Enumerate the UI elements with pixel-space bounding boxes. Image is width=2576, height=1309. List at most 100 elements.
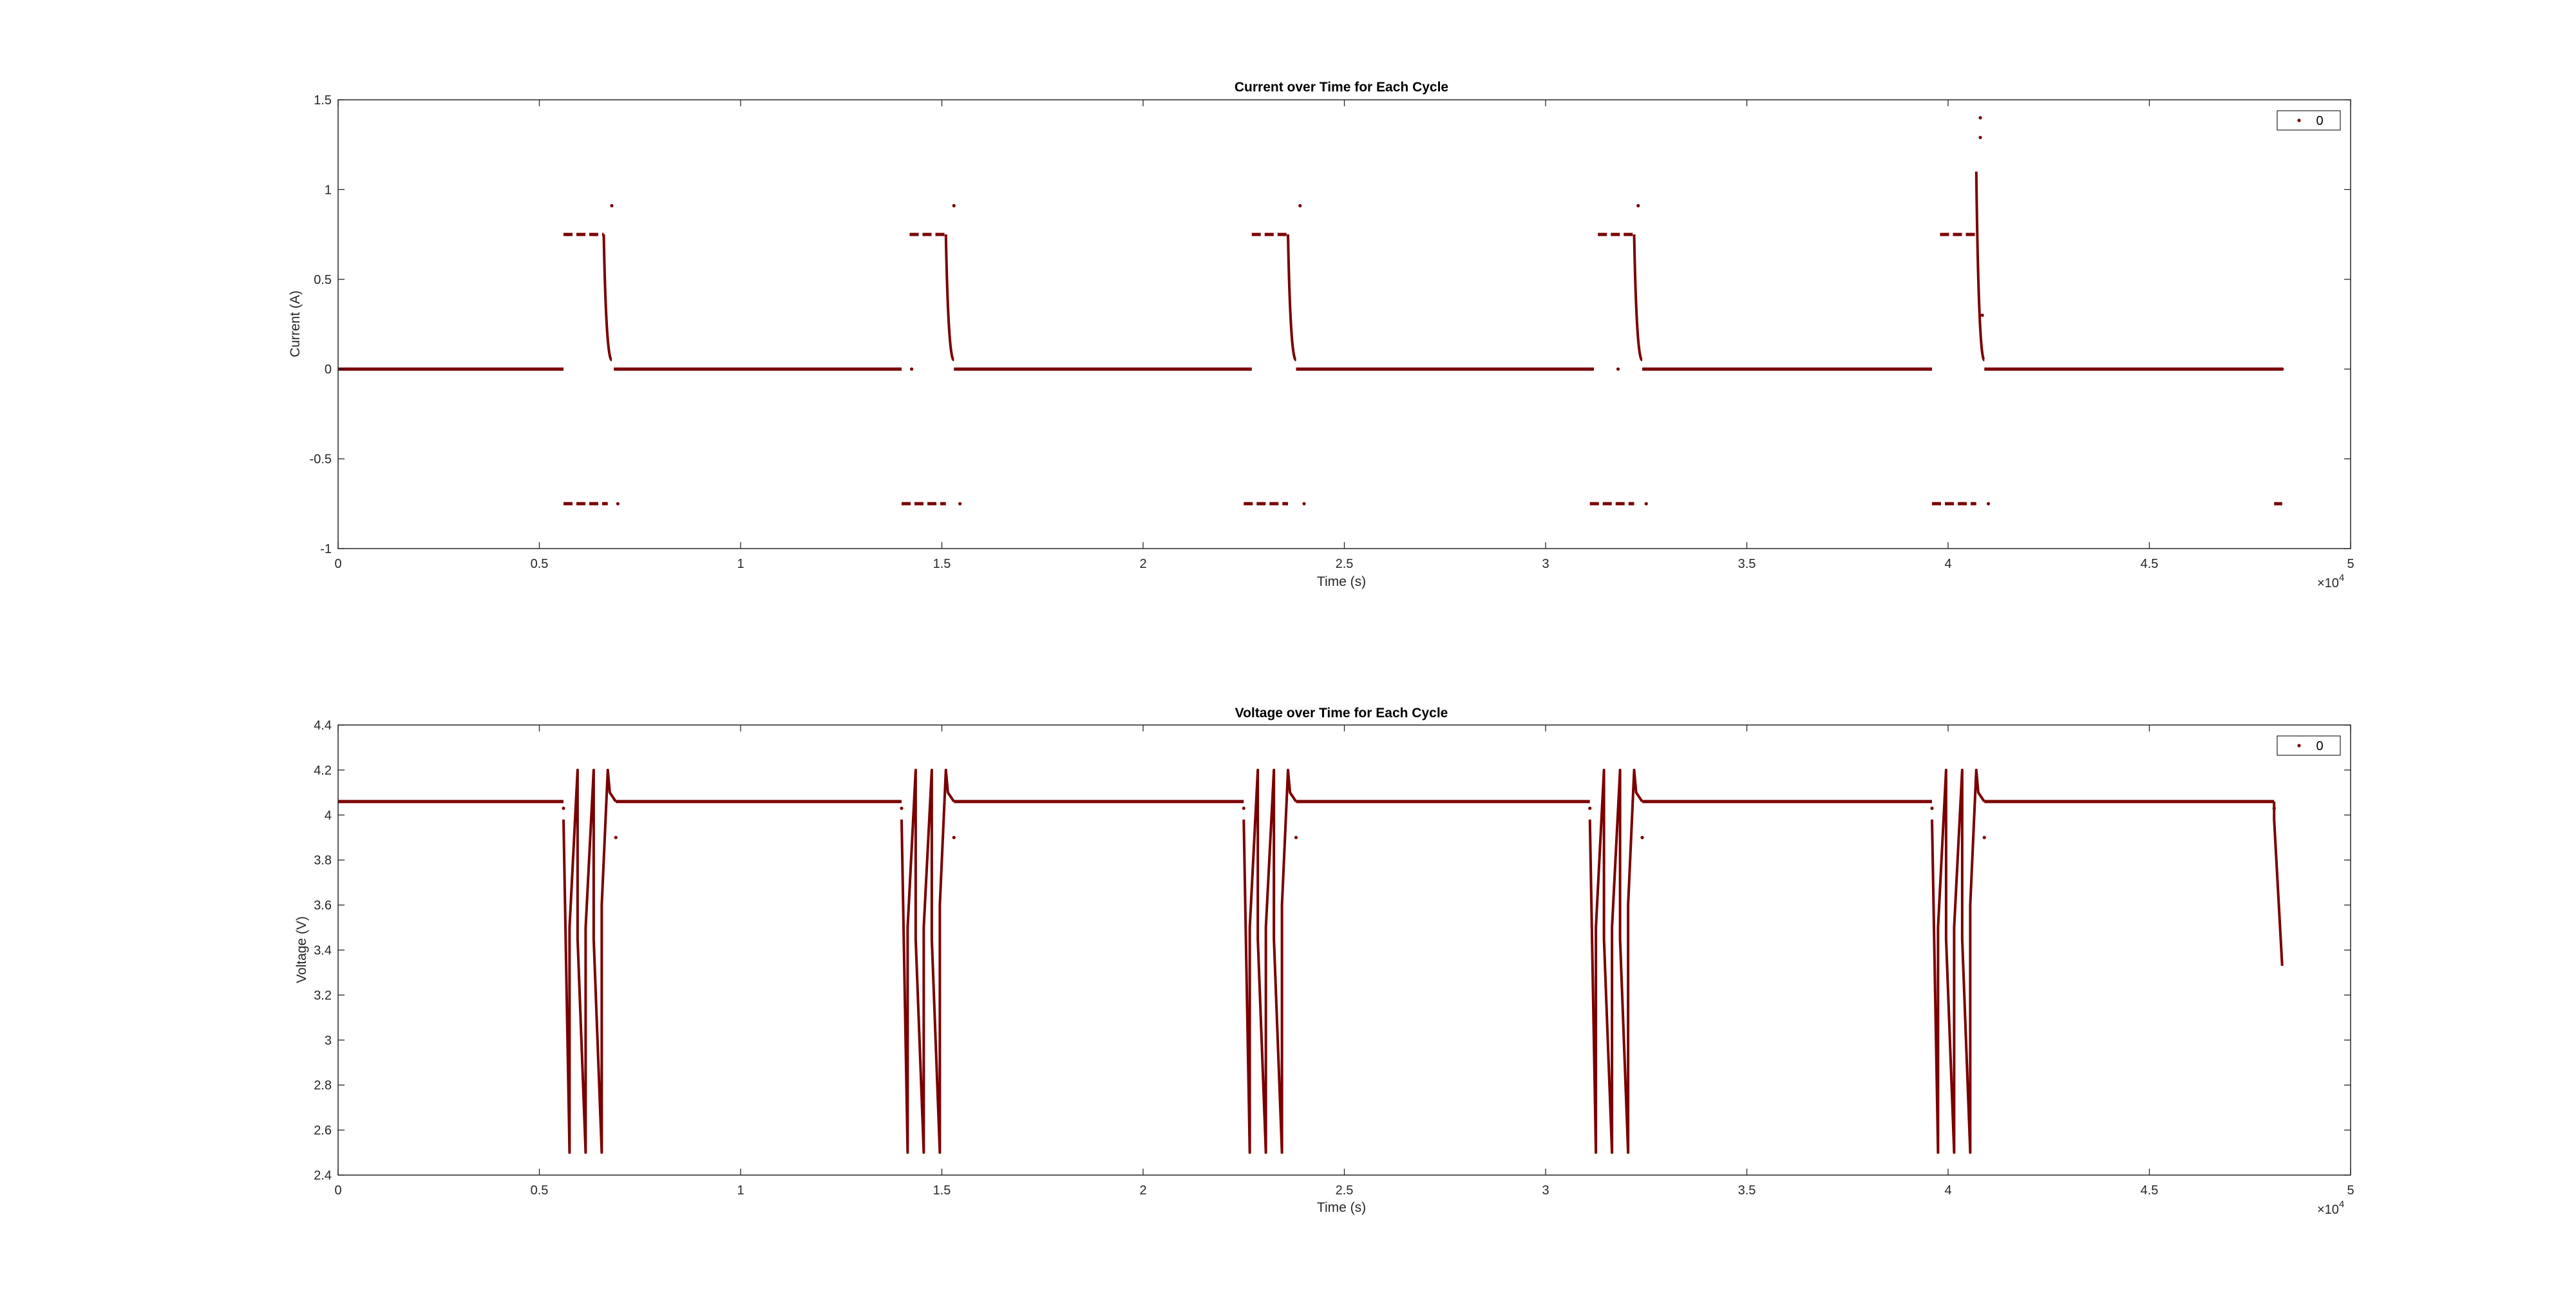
y-axis-label: Voltage (V) — [294, 916, 309, 983]
y-tick-label: 2.6 — [314, 1124, 332, 1138]
y-tick-label: -0.5 — [310, 453, 332, 467]
x-tick-label: 2 — [1139, 557, 1146, 571]
x-tick-label: 0.5 — [531, 1183, 549, 1198]
data-point — [614, 836, 618, 840]
x-exponent-label: ×104 — [2317, 572, 2344, 590]
x-tick-label: 2 — [1139, 1183, 1146, 1198]
y-tick-label: 2.4 — [314, 1169, 332, 1183]
data-point — [952, 203, 956, 208]
current-decay-curve — [1975, 171, 1985, 362]
y-tick-label: 3.6 — [314, 899, 332, 913]
legend-box — [2277, 735, 2341, 756]
x-tick-label: 5 — [2347, 1183, 2354, 1198]
current-decay-curve — [602, 234, 613, 362]
data-point — [2272, 806, 2276, 810]
data-point — [1978, 116, 1982, 120]
data-point — [1982, 836, 1986, 840]
data-point — [958, 502, 962, 505]
y-tick-label: 4 — [325, 809, 332, 823]
current-chart: Current over Time for Each Cycle 0 0.5 1 1.… — [288, 80, 2354, 590]
y-tick-label: 1 — [325, 183, 332, 197]
x-tick-label: 4.5 — [2141, 557, 2159, 571]
x-tick-label: 4 — [1944, 557, 1951, 571]
data-point — [562, 806, 565, 810]
data-point — [610, 203, 614, 208]
data-point — [1978, 135, 1982, 140]
x-exponent-base: ×10 — [2317, 576, 2339, 590]
x-tick-label: 0 — [334, 1183, 341, 1198]
data-point — [1986, 502, 1991, 505]
data-point — [1644, 502, 1648, 505]
y-tick-label: 1.5 — [314, 93, 332, 108]
y-tick-label: 0 — [325, 363, 332, 377]
x-exponent-power: 4 — [2339, 1199, 2344, 1210]
y-tick-label: 4.2 — [314, 764, 332, 778]
current-decay-curve — [944, 234, 955, 362]
y-tick-label: 3.4 — [314, 944, 332, 958]
x-tick-label: 3.5 — [1738, 557, 1756, 571]
x-tick-label: 2.5 — [1336, 557, 1354, 571]
y-tick-label: 4.4 — [314, 719, 332, 733]
data-point — [1242, 806, 1245, 810]
data-point — [1640, 836, 1644, 840]
data-point — [1302, 502, 1306, 505]
legend-marker — [2297, 118, 2301, 122]
x-tick-label: 1.5 — [933, 557, 951, 571]
legend: 0 — [2277, 110, 2341, 131]
voltage-cycle-trace — [1242, 768, 1298, 1154]
x-tick-label: 3 — [1542, 1183, 1549, 1198]
data-point — [952, 836, 956, 840]
x-tick-label: 0.5 — [531, 557, 549, 571]
voltage-cycle-trace — [900, 768, 955, 1154]
x-tick-label: 2.5 — [1336, 1183, 1354, 1198]
x-tick-label: 1.5 — [933, 1183, 951, 1198]
chart-title: Voltage over Time for Each Cycle — [1235, 706, 1448, 720]
x-exponent-label: ×104 — [2317, 1199, 2344, 1217]
data-point — [1616, 367, 1620, 371]
y-tick-label: 0.5 — [314, 273, 332, 287]
legend-label: 0 — [2316, 739, 2323, 753]
current-decay-curve — [1287, 234, 1297, 362]
x-tick-label: 0 — [334, 557, 341, 571]
y-tick-label: 3.8 — [314, 854, 332, 868]
legend: 0 — [2277, 735, 2341, 756]
data-point — [1980, 313, 1984, 317]
current-decay-curve — [1633, 234, 1643, 362]
x-axis-label: Time (s) — [1317, 574, 1366, 589]
legend-label: 0 — [2316, 114, 2323, 128]
data-point — [1636, 203, 1640, 208]
voltage-chart: Voltage over Time for Each Cycle 0 0.5 1 1.… — [294, 706, 2354, 1217]
chart-title: Current over Time for Each Cycle — [1235, 80, 1448, 95]
y-tick-label: 3.2 — [314, 988, 332, 1003]
x-exponent-power: 4 — [2339, 572, 2344, 583]
current-plot-area — [338, 116, 2284, 505]
y-tick-label: -1 — [320, 542, 332, 556]
data-point — [616, 502, 620, 505]
x-tick-label: 1 — [737, 1183, 744, 1198]
voltage-cycle-trace — [1588, 768, 1643, 1154]
data-point — [1294, 836, 1298, 840]
data-point — [900, 806, 904, 810]
x-exponent-base: ×10 — [2317, 1203, 2339, 1217]
x-axis-label: Time (s) — [1317, 1200, 1366, 1215]
y-tick-label: 3 — [325, 1033, 332, 1048]
voltage-cycle-trace — [562, 768, 617, 1154]
data-point — [1588, 806, 1592, 810]
legend-box — [2277, 110, 2341, 131]
x-tick-label: 3 — [1542, 557, 1549, 571]
voltage-ticks: 0 0.5 1 1.5 2 2.5 3 3.5 4 4.5 5 2.4 2.6 2.8 3 3.2 3.4 3.6… — [314, 719, 2354, 1198]
data-point — [1930, 806, 1934, 810]
x-tick-label: 4 — [1944, 1183, 1951, 1198]
data-point — [1298, 203, 1302, 208]
x-tick-label: 3.5 — [1738, 1183, 1756, 1198]
data-point — [2280, 367, 2284, 371]
x-tick-label: 1 — [737, 557, 744, 571]
data-point — [910, 367, 914, 371]
x-tick-label: 4.5 — [2141, 1183, 2159, 1198]
current-ticks: 0 0.5 1 1.5 2 2.5 3 3.5 4 4.5 5 -1 -0.5 0 0.5 1 1.5 — [310, 93, 2354, 571]
voltage-cycle-trace — [1931, 768, 1985, 1154]
legend-marker — [2297, 744, 2301, 748]
x-tick-label: 5 — [2347, 557, 2354, 571]
